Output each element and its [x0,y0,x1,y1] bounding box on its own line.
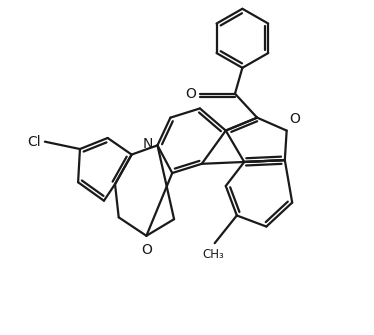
Text: CH₃: CH₃ [202,248,224,261]
Text: O: O [141,243,152,257]
Text: Cl: Cl [28,135,41,149]
Text: N: N [142,136,153,150]
Text: O: O [186,87,196,101]
Text: O: O [289,112,300,126]
